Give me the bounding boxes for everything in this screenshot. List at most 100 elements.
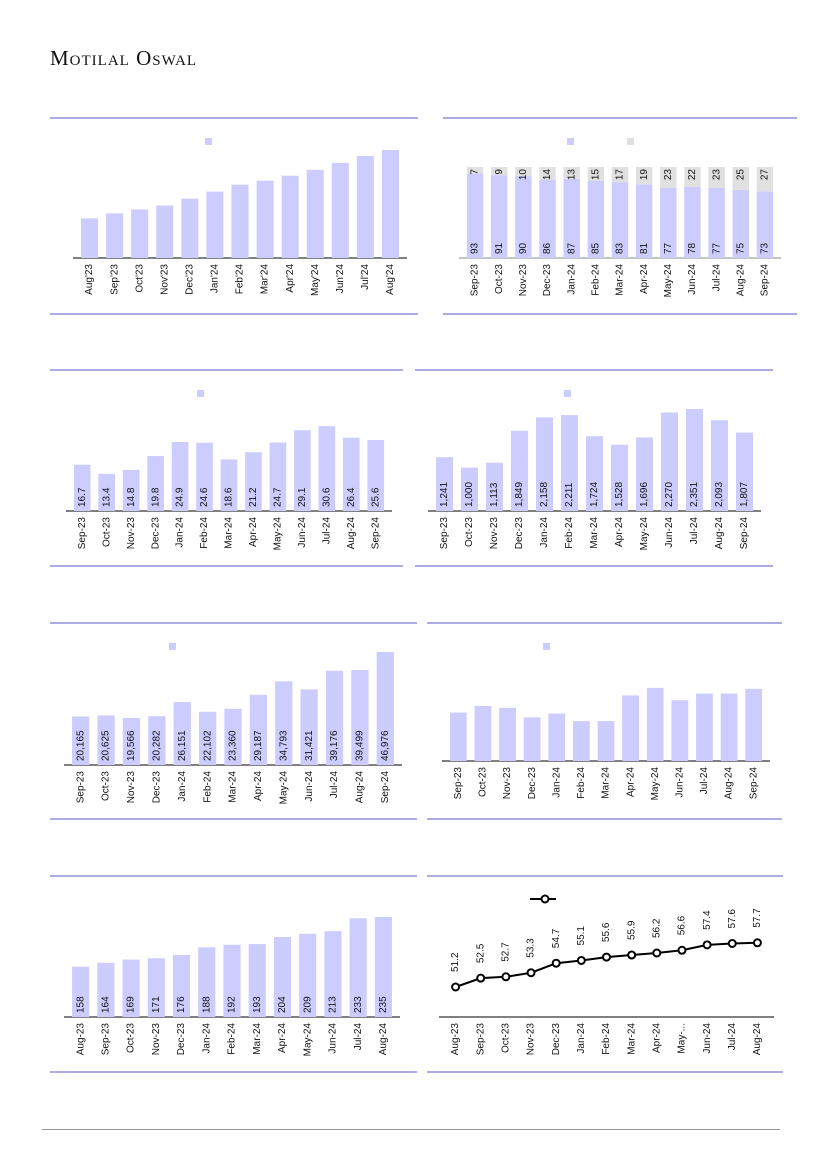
- x-tick-label: Jun-24: [687, 264, 698, 295]
- chart-1: Aug'23 Sep'23 Oct'23 Nov'23 Dec'23 Jan'24 Feb'…: [50, 117, 418, 315]
- data-label: 83: [615, 242, 626, 254]
- bar: [273, 937, 292, 1017]
- data-label: 53.3: [526, 938, 537, 958]
- x-tick-label: Sep-23: [100, 1023, 111, 1056]
- data-label: 26,151: [177, 730, 188, 761]
- data-label: 19: [639, 169, 650, 181]
- x-tick-label: Mar-24: [252, 1023, 263, 1055]
- bar: [106, 213, 124, 258]
- x-tick-label: Mar-24: [228, 771, 239, 803]
- x-tick-label: May'24: [310, 264, 321, 296]
- legend-marker: [540, 894, 550, 904]
- bar: [81, 218, 99, 258]
- x-tick-label: Aug-24: [378, 1023, 389, 1056]
- data-label: 25.6: [370, 487, 381, 507]
- bar: [636, 437, 653, 511]
- bar: [318, 426, 336, 511]
- x-tick-label: Oct-23: [101, 771, 112, 801]
- bar: [331, 162, 349, 258]
- x-tick-label: Feb-24: [199, 517, 210, 549]
- x-tick-label: Nov-23: [518, 264, 529, 297]
- bar: [122, 717, 141, 765]
- legend-swatch: [627, 138, 634, 145]
- data-label: 1,113: [489, 482, 500, 507]
- bar: [122, 469, 140, 511]
- bar: [171, 441, 189, 511]
- footer-divider: [42, 1129, 780, 1130]
- x-tick-label: Sep-23: [75, 771, 86, 804]
- data-point: [551, 958, 561, 968]
- data-label: 34,793: [278, 730, 289, 761]
- x-tick-label: Jun'24: [335, 264, 346, 294]
- x-tick-label: Oct'23: [134, 264, 145, 293]
- data-label: 13: [566, 169, 577, 181]
- bar: [367, 439, 385, 511]
- data-label: 51.2: [450, 952, 461, 972]
- bar: [324, 931, 342, 1017]
- x-tick-label: Jan-24: [551, 767, 562, 798]
- x-tick-label: May-24: [663, 264, 674, 298]
- x-tick-label: Oct-23: [494, 264, 505, 294]
- x-tick-label: May-...: [677, 1023, 688, 1054]
- bar: [231, 184, 249, 258]
- bar: [300, 689, 318, 765]
- x-tick-label: May-24: [302, 1023, 313, 1057]
- x-tick-label: Aug-24: [735, 264, 746, 297]
- x-tick-label: Aug-24: [724, 767, 735, 800]
- x-tick-label: Oct-23: [126, 1023, 137, 1053]
- x-tick-label: Aug-23: [450, 1023, 461, 1056]
- data-label: 54.7: [551, 928, 562, 948]
- x-tick-label: Feb'24: [235, 264, 246, 295]
- data-label: 14: [542, 169, 553, 181]
- data-point: [526, 968, 536, 978]
- bar: [269, 442, 287, 511]
- data-label: 85: [590, 242, 601, 254]
- x-tick-label: Dec-23: [551, 1023, 562, 1056]
- data-label: 13.4: [101, 487, 112, 507]
- data-label: 176: [176, 996, 187, 1013]
- data-point: [652, 948, 662, 958]
- data-label: 9: [494, 169, 505, 175]
- bar: [486, 462, 503, 511]
- x-tick-label: Sep-24: [380, 771, 391, 804]
- data-point: [476, 973, 486, 983]
- x-tick-label: Mar-24: [615, 264, 626, 296]
- x-tick-label: Jul-24: [321, 517, 332, 545]
- bar: [342, 437, 360, 511]
- bar: [131, 209, 149, 258]
- x-tick-label: Aug'23: [84, 264, 95, 295]
- bar: [671, 700, 689, 761]
- data-label: 20,282: [151, 730, 162, 761]
- data-label: 1,724: [589, 482, 600, 507]
- data-label: 169: [126, 996, 137, 1013]
- data-label: 158: [75, 996, 86, 1013]
- x-tick-label: Apr'24: [285, 264, 296, 293]
- bar: [561, 415, 578, 511]
- data-label: 57.4: [702, 910, 713, 930]
- data-label: 30.6: [321, 487, 332, 507]
- data-label: 233: [353, 996, 364, 1013]
- x-tick-label: Apr-24: [253, 771, 264, 801]
- bar: [256, 180, 274, 258]
- bar: [374, 917, 392, 1017]
- x-tick-label: Jul-24: [329, 771, 340, 799]
- bar: [622, 695, 639, 761]
- data-label: 81: [639, 242, 650, 254]
- bar: [711, 420, 728, 511]
- data-point: [727, 938, 737, 948]
- motilal-oswal-logo: Motilal Oswal: [50, 46, 198, 70]
- data-point: [677, 945, 687, 955]
- data-label: 17: [615, 169, 626, 181]
- legend-swatch: [205, 138, 212, 145]
- data-label: 56.2: [651, 918, 662, 938]
- bar: [376, 652, 394, 765]
- bar-segment: [491, 175, 508, 258]
- x-tick-label: Feb-24: [227, 1023, 238, 1055]
- chart-5: Sep-23 Oct-23 Nov-23 Dec-23 Jan-24 Feb-24 Mar-…: [50, 622, 417, 820]
- data-label: 1,528: [614, 482, 625, 507]
- data-label: 14.8: [126, 487, 137, 507]
- x-tick-label: Jan-24: [177, 771, 188, 802]
- x-tick-label: Jan-24: [539, 517, 550, 548]
- x-tick-label: Feb-24: [576, 767, 587, 799]
- bar-segment: [515, 176, 532, 258]
